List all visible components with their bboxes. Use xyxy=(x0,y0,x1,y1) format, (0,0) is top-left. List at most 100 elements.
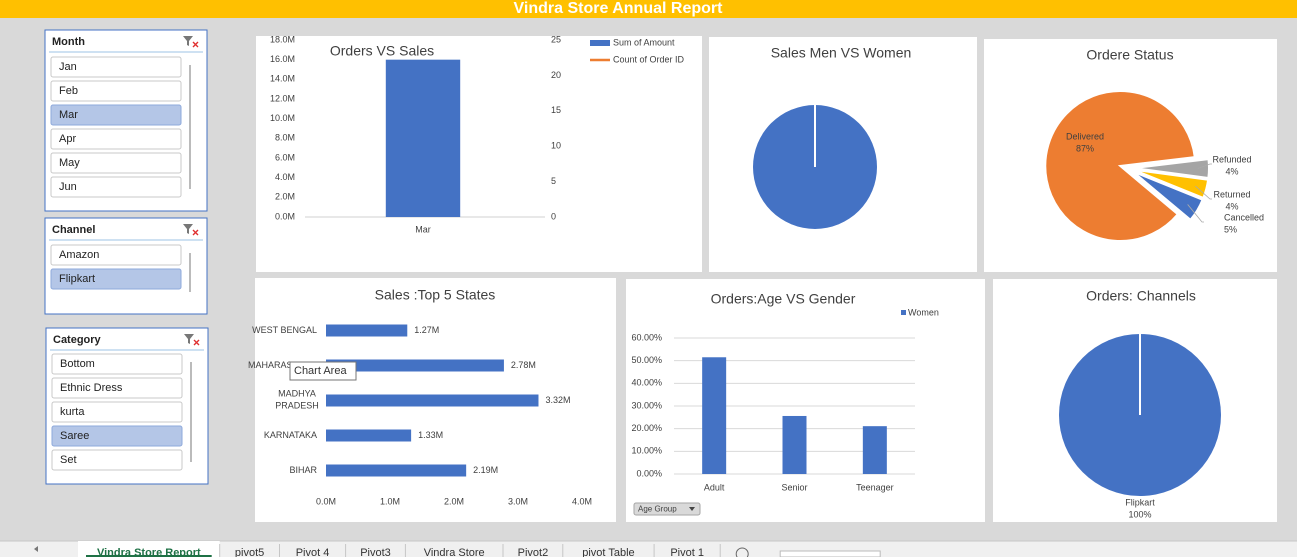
scrollbar[interactable] xyxy=(189,253,191,292)
field-button[interactable] xyxy=(633,502,701,516)
slicer-item[interactable] xyxy=(50,268,182,290)
clear-filter-icon[interactable] xyxy=(183,36,193,46)
y-tick-label: 60.00% xyxy=(631,332,662,342)
data-label-name: Refunded xyxy=(1212,154,1251,164)
chart-title: Sales :Top 5 States xyxy=(375,287,496,303)
clear-filter-x xyxy=(192,41,199,48)
data-label: 87% xyxy=(1076,143,1094,153)
data-label: 5% xyxy=(1224,224,1237,234)
slicer-item-label: Jan xyxy=(59,61,77,73)
sheet-tab-label[interactable]: Pivot 1 xyxy=(670,547,704,557)
scrollbar[interactable] xyxy=(190,362,192,462)
slicer-item[interactable] xyxy=(50,152,182,174)
slicer-title: Month xyxy=(52,36,85,48)
y-tick-label: 4.0M xyxy=(275,172,295,182)
legend-swatch xyxy=(901,310,906,315)
y-tick-label: 16.0M xyxy=(270,54,295,64)
x-tick-label: 2.0M xyxy=(444,496,464,506)
y-tick-label: 40.00% xyxy=(631,378,662,388)
bar xyxy=(326,429,412,442)
clear-filter-icon[interactable] xyxy=(184,334,194,344)
slicer-item[interactable] xyxy=(50,176,182,198)
chart-title: Ordere Status xyxy=(1086,47,1173,63)
y-tick-label: 2.0M xyxy=(275,192,295,202)
sheet-tab-label[interactable]: pivot5 xyxy=(235,547,264,557)
bar xyxy=(326,394,539,407)
clear-filter-x xyxy=(193,339,200,346)
x-tick-label: Senior xyxy=(781,482,807,492)
slicer-item[interactable] xyxy=(51,377,183,399)
bar xyxy=(326,324,408,337)
pie-slice xyxy=(1133,158,1210,180)
slicer-item[interactable] xyxy=(51,353,183,375)
add-sheet-button[interactable] xyxy=(735,547,749,557)
slicer-item[interactable] xyxy=(51,449,183,471)
data-label: 1.33M xyxy=(418,430,443,440)
slicer-item[interactable] xyxy=(51,425,183,447)
report-title: Vindra Store Annual Report xyxy=(514,0,724,17)
sheet-tab-label[interactable]: Pivot 4 xyxy=(296,547,330,557)
slicer-item-label: Jun xyxy=(59,181,77,193)
clear-filter-icon[interactable] xyxy=(183,224,193,234)
data-label: 100% xyxy=(1128,509,1151,519)
slicer-title: Category xyxy=(53,334,102,346)
horizontal-scrollbar[interactable] xyxy=(779,550,881,557)
y-tick-label: 0.0M xyxy=(275,211,295,221)
slicer-item[interactable] xyxy=(51,401,183,423)
slicer-item[interactable] xyxy=(50,80,182,102)
sheet-tab-label[interactable]: Pivot2 xyxy=(518,547,549,557)
data-label-name: Delivered xyxy=(1066,131,1104,141)
sheet-tab-active[interactable] xyxy=(78,541,220,557)
data-label: 3.32M xyxy=(545,395,570,405)
bar xyxy=(385,59,461,217)
slicer-item-label: Set xyxy=(60,454,77,466)
slicer-item-label: Apr xyxy=(59,133,76,145)
y2-tick-label: 0 xyxy=(551,211,556,221)
data-label: 2.78M xyxy=(511,360,536,370)
slicer-item-label: Mar xyxy=(59,109,78,121)
bar xyxy=(326,464,467,477)
slicer-item-label: May xyxy=(59,157,80,169)
slicer-item[interactable] xyxy=(50,104,182,126)
y-tick-label: KARNATAKA xyxy=(264,430,317,440)
dropdown-arrow xyxy=(689,507,695,511)
slicer-item[interactable] xyxy=(50,128,182,150)
bar xyxy=(702,357,727,474)
sheet-tab-label[interactable]: Vindra Store xyxy=(424,547,485,557)
sheet-tab-label[interactable]: pivot Table xyxy=(582,547,634,557)
header-bar xyxy=(0,0,1297,18)
slicer-item-label: Flipkart xyxy=(59,273,95,285)
pie-slice xyxy=(1044,90,1196,243)
slicer-title: Channel xyxy=(52,224,95,236)
y-tick-label: 30.00% xyxy=(631,400,662,410)
slicer-item-label: Ethnic Dress xyxy=(60,382,123,394)
clear-filter-x xyxy=(192,229,199,236)
tooltip-box xyxy=(289,361,357,381)
x-tick-label: Teenager xyxy=(856,482,894,492)
tab-nav[interactable] xyxy=(34,546,38,552)
chart-panel xyxy=(626,279,985,522)
data-label: 4% xyxy=(1225,201,1238,211)
tab-strip xyxy=(0,541,1297,557)
legend-label: Count of Order ID xyxy=(613,54,685,64)
sheet-tab-label[interactable]: Pivot3 xyxy=(360,547,391,557)
legend-label: Women xyxy=(908,307,939,317)
chart-panel xyxy=(256,36,702,272)
tooltip: Chart Area xyxy=(294,365,347,377)
y-tick-label: BIHAR xyxy=(289,465,317,475)
slicer-item[interactable] xyxy=(50,56,182,78)
leader-line xyxy=(1197,163,1212,169)
y-tick-label: 8.0M xyxy=(275,133,295,143)
slicer-item[interactable] xyxy=(50,244,182,266)
y2-tick-label: 25 xyxy=(551,34,561,44)
slicer-item-label: Amazon xyxy=(59,249,99,261)
y2-tick-label: 5 xyxy=(551,176,556,186)
x-tick-label: 0.0M xyxy=(316,496,336,506)
chart-title: Orders VS Sales xyxy=(330,43,434,59)
scrollbar[interactable] xyxy=(189,65,191,189)
leader-line xyxy=(1195,185,1212,200)
bar xyxy=(326,359,504,372)
sheet-tab-active-label[interactable]: Vindra Store Report xyxy=(97,547,201,557)
data-label-name: Returned xyxy=(1213,189,1250,199)
